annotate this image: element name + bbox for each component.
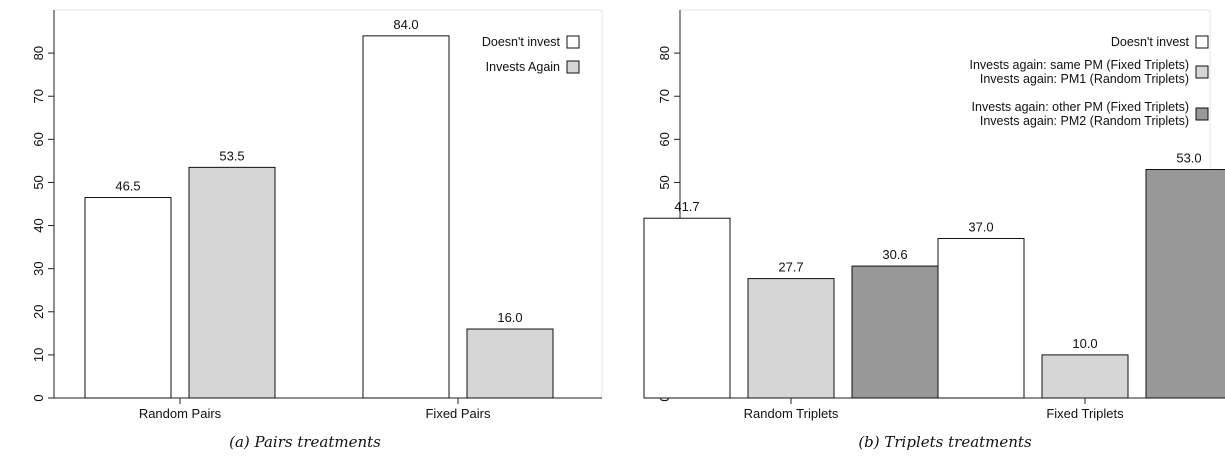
- legend-swatch: [1195, 35, 1209, 49]
- bar-value-label: 84.0: [393, 17, 418, 32]
- bar-value-label: 10.0: [1072, 336, 1097, 351]
- y-tick-label: 60: [31, 132, 46, 146]
- legend-label: Invests again: PM2 (Random Triplets): [980, 114, 1189, 128]
- legend-label: Doesn't invest: [482, 35, 561, 49]
- y-tick-label: 30: [31, 261, 46, 275]
- bar-value-label: 27.7: [778, 260, 803, 275]
- panel-pairs: 0 10 20 30 40 50 60 70 80 46.5 53.5 Random Pairs 84.…: [31, 9, 603, 451]
- x-category-label: Fixed Pairs: [425, 406, 491, 421]
- x-category-label: Random Triplets: [744, 406, 839, 421]
- y-tick-label: 50: [31, 175, 46, 189]
- bar-value-label: 30.6: [882, 247, 907, 262]
- x-category-label: Random Pairs: [139, 406, 222, 421]
- bar: [84, 197, 172, 399]
- bar: [188, 166, 276, 399]
- y-tick-label: 80: [31, 46, 46, 60]
- y-tick-label: 10: [31, 348, 46, 362]
- legend-label: Invests again: PM1 (Random Triplets): [980, 72, 1189, 86]
- y-tick-label: 20: [31, 305, 46, 319]
- legend-swatch: [566, 35, 580, 49]
- legend-swatch: [566, 60, 580, 74]
- bar-value-label: 37.0: [968, 219, 993, 234]
- legend-label: Invests Again: [486, 60, 560, 74]
- y-tick-label: 70: [657, 89, 672, 103]
- y-tick-label: 60: [657, 132, 672, 146]
- y-tick-label: 50: [657, 175, 672, 189]
- legend-label: Doesn't invest: [1111, 35, 1190, 49]
- bar: [747, 278, 835, 399]
- bar: [1145, 169, 1225, 399]
- panel-caption: (b) Triplets treatments: [858, 433, 1032, 451]
- legend-label: Invests again: other PM (Fixed Triplets): [972, 100, 1189, 114]
- bar-value-label: 16.0: [497, 310, 522, 325]
- x-category-label: Fixed Triplets: [1046, 406, 1124, 421]
- bar-value-label: 53.0: [1176, 151, 1201, 166]
- bar: [851, 265, 939, 399]
- bar-value-label: 53.5: [219, 148, 244, 163]
- bar: [466, 328, 554, 399]
- y-tick-label: 0: [31, 394, 46, 401]
- bar: [937, 237, 1025, 399]
- bar: [1041, 354, 1129, 399]
- y-tick-label: 40: [31, 218, 46, 232]
- bar: [643, 217, 731, 399]
- legend-label: Invests again: same PM (Fixed Triplets): [969, 58, 1189, 72]
- legend-swatch: [1195, 107, 1209, 121]
- y-tick-label: 70: [31, 89, 46, 103]
- bar-value-label: 41.7: [674, 199, 699, 214]
- panel-caption: (a) Pairs treatments: [229, 433, 381, 451]
- legend-swatch: [1195, 65, 1209, 79]
- bar: [362, 35, 450, 399]
- bar-value-label: 46.5: [115, 179, 140, 194]
- y-tick-label: 80: [657, 46, 672, 60]
